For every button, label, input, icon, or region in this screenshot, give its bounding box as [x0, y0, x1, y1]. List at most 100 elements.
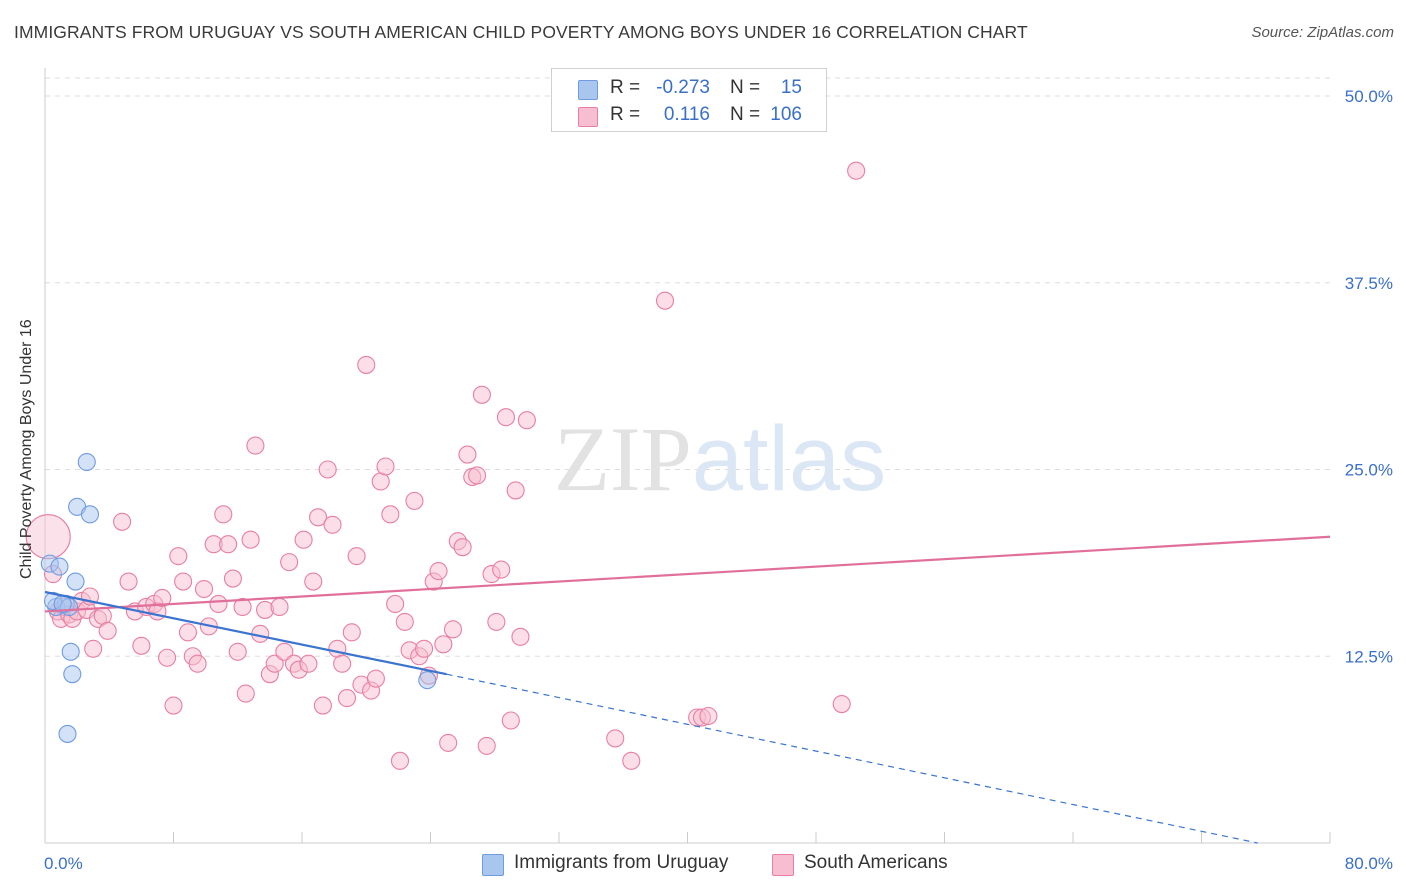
south-americans-point [458, 445, 477, 464]
south-americans-point [280, 553, 299, 572]
south-americans-point [265, 654, 284, 673]
uruguay-legend-swatch [482, 854, 504, 876]
south-americans-point [294, 530, 313, 549]
south-americans-point [318, 460, 337, 479]
south-americans-point [511, 627, 530, 646]
legend-label: South Americans [804, 852, 948, 873]
south-americans-point [323, 515, 342, 534]
south-americans-point [113, 512, 132, 531]
south-americans-point [158, 648, 177, 667]
south-americans-point [169, 547, 188, 566]
south-americans-point [415, 639, 434, 658]
south-americans-point [487, 612, 506, 631]
south-americans-point [174, 572, 193, 591]
south-americans-point [477, 736, 496, 755]
south-americans-point [371, 472, 390, 491]
r-label: R = [610, 77, 641, 98]
south-americans-point [209, 594, 228, 614]
series-legend: Immigrants from Uruguay South Americans [0, 852, 1406, 878]
uruguay-trend-extension [446, 673, 1258, 844]
south-americans-point [194, 579, 214, 599]
south-americans-point [164, 696, 183, 715]
south-americans-point [655, 291, 675, 310]
south-americans-point [270, 597, 289, 616]
south-americans-point [241, 530, 260, 549]
south-americans-point [246, 436, 265, 455]
south-americans-point [119, 572, 138, 591]
south-americans-point [309, 508, 328, 527]
south-americans-point [93, 606, 112, 625]
south-americans-point [132, 636, 151, 655]
n-label: N = [730, 77, 761, 98]
chart-title: IMMIGRANTS FROM URUGUAY VS SOUTH AMERICA… [14, 22, 1028, 42]
r-value: -0.273 [656, 77, 710, 98]
south-americans-point [304, 572, 323, 591]
south-americans-point [439, 733, 458, 752]
south-americans-point [313, 696, 332, 715]
x-tick-label: 80.0% [1345, 854, 1393, 873]
watermark: ZIPatlas [554, 408, 886, 510]
south-americans-point [506, 481, 525, 500]
south-americans-point [468, 466, 487, 485]
south-americans-point [333, 654, 352, 673]
south-americans-point [178, 623, 198, 642]
uruguay-point [418, 671, 437, 690]
south-americans-point [390, 751, 410, 770]
r-label: R = [610, 104, 641, 125]
uruguay-trend-line [44, 590, 447, 676]
legend-label: Immigrants from Uruguay [514, 852, 729, 873]
tick-labels: 12.5% 25.0% 37.5% 50.0% 0.0% 80.0% [44, 87, 1393, 873]
south-americans-point [328, 639, 347, 658]
y-axis-label: Child Poverty Among Boys Under 16 [18, 319, 35, 579]
south-americans-point [386, 594, 405, 614]
south-americans-point [342, 623, 361, 642]
south-americans-point [219, 535, 238, 554]
south-americans-point [275, 642, 294, 661]
south-americans-point [188, 654, 207, 673]
y-tick-label: 50.0% [1345, 87, 1393, 106]
uruguay-point [50, 557, 69, 576]
gridlines [45, 77, 1330, 657]
south-americans-swatch [578, 107, 598, 127]
south-americans-point [429, 562, 448, 581]
uruguay-point [66, 572, 85, 591]
south-americans-point [214, 505, 233, 524]
south-americans-trend-line [44, 535, 1331, 613]
trend-lines [44, 535, 1331, 844]
uruguay-point [80, 505, 100, 524]
south-americans-point [376, 457, 395, 476]
south-americans-point [496, 408, 516, 427]
y-tick-label: 12.5% [1345, 647, 1393, 666]
south-americans-point [606, 729, 625, 748]
south-americans-point [434, 635, 453, 654]
south-americans-point [517, 411, 536, 430]
south-americans-point [847, 161, 866, 180]
n-value: 15 [780, 77, 802, 98]
south-americans-point [453, 538, 472, 557]
south-americans-point [223, 569, 242, 588]
uruguay-point [58, 724, 77, 743]
stats-row-south-americans: R = 0.116 N = 106 [552, 104, 826, 128]
uruguay-swatch [578, 80, 598, 100]
uruguay-point [61, 642, 80, 661]
axes [44, 68, 1331, 844]
south-americans-point [492, 560, 511, 579]
south-americans-point [84, 639, 103, 658]
r-value: 0.116 [663, 104, 710, 125]
x-tick-label: 0.0% [44, 854, 83, 873]
south-americans-point [357, 355, 376, 374]
south-americans-point [832, 695, 851, 714]
south-americans-point [699, 706, 718, 726]
south-americans-point [236, 684, 255, 703]
south-americans-point [153, 588, 172, 608]
south-americans-point [472, 385, 491, 404]
source-note: Source: ZipAtlas.com [1251, 24, 1394, 41]
south-americans-legend-swatch [772, 854, 794, 876]
uruguay-point [77, 452, 96, 472]
south-americans-point [501, 711, 520, 730]
y-tick-label: 37.5% [1345, 274, 1393, 293]
south-americans-point [347, 547, 366, 566]
south-americans-point [622, 751, 641, 770]
south-americans-point [443, 620, 463, 639]
stats-row-uruguay: R = -0.273 N = 15 [552, 77, 826, 101]
